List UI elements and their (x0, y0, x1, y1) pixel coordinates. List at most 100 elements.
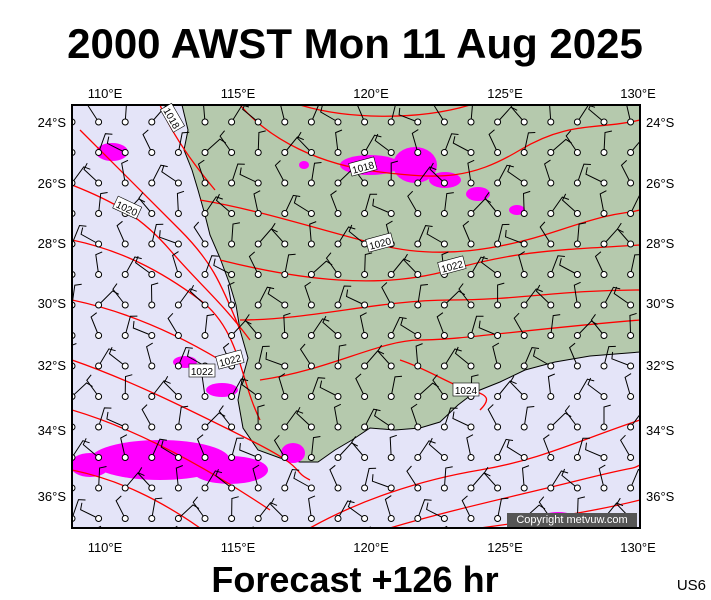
wind-station (174, 301, 182, 309)
wind-barb (390, 160, 399, 183)
wind-barb (603, 130, 613, 153)
wind-barb (374, 409, 392, 428)
wind-station (415, 546, 421, 552)
wind-barb (257, 130, 266, 153)
wind-barb (267, 287, 286, 306)
wind-barb (454, 346, 472, 367)
wind-station (627, 423, 635, 431)
wind-station (414, 271, 422, 278)
wind-station (387, 149, 395, 156)
wind-station (95, 515, 103, 522)
wind-station (174, 423, 182, 431)
wind-station (281, 240, 289, 248)
wind-station (440, 454, 448, 461)
wind-barb (458, 283, 472, 306)
wind-barb (390, 258, 411, 275)
wind-barb (273, 434, 286, 458)
wind-station (467, 210, 475, 217)
wind-barb (146, 342, 153, 367)
wind-barb (132, 321, 152, 336)
wind-barb (328, 527, 331, 528)
wind-station (494, 210, 502, 217)
wind-station (334, 210, 342, 217)
wind-station (440, 149, 448, 156)
wind-barb (204, 196, 223, 214)
wind-station (121, 301, 129, 309)
wind-station (548, 546, 554, 552)
wind-barb (57, 529, 72, 549)
wind-station (307, 118, 315, 126)
wind-station (520, 149, 528, 156)
wind-barb (311, 535, 331, 549)
wind-barb (630, 140, 640, 153)
wind-station (520, 423, 528, 431)
wind-station (627, 179, 635, 187)
wind-barb (442, 525, 448, 528)
wind-station (148, 362, 156, 370)
wind-station (601, 546, 607, 552)
wind-barb (333, 403, 342, 428)
wind-station (600, 393, 608, 400)
wind-station (600, 301, 608, 309)
wind-barb (86, 374, 100, 397)
wind-station (254, 515, 262, 522)
wind-station (600, 362, 608, 370)
wind-station (95, 210, 103, 217)
wind-barb (106, 136, 126, 153)
wind-station (228, 332, 236, 339)
wind-barb (372, 198, 392, 214)
wind-station (201, 454, 209, 461)
wind-station (121, 515, 129, 522)
wind-barb (115, 495, 126, 519)
wind-barb (497, 164, 514, 184)
wind-barb (588, 105, 605, 123)
isobar-label-box (452, 382, 480, 397)
wind-station (627, 149, 635, 156)
wind-station (174, 484, 182, 492)
wind-barb (466, 434, 474, 458)
wind-barb (135, 531, 152, 549)
wind-station (547, 454, 555, 461)
wind-barb (359, 312, 367, 336)
wind-barb (304, 281, 312, 306)
wind-station (201, 484, 209, 492)
wind-barb (98, 290, 120, 306)
wind-barb (215, 469, 232, 489)
wind-barb (585, 167, 605, 184)
wind-barb (284, 136, 304, 153)
wind-station (95, 454, 103, 461)
wind-station (361, 179, 369, 187)
wind-barb (299, 343, 312, 367)
wind-station (494, 515, 502, 522)
wind-station (254, 454, 262, 461)
wind-barb (186, 349, 206, 367)
wind-barb (470, 105, 473, 123)
wind-station (307, 179, 315, 187)
wind-barb (523, 288, 543, 306)
wind-station (573, 301, 581, 309)
wind-barb (151, 380, 171, 397)
wind-barb (253, 190, 261, 214)
wind-station (387, 454, 395, 461)
wind-station (600, 240, 608, 248)
wind-station (573, 179, 581, 187)
wind-station (573, 118, 581, 126)
wind-barb (573, 281, 581, 306)
wind-barb (215, 193, 232, 214)
wind-barb (124, 315, 138, 336)
wind-station (573, 271, 581, 278)
wind-station (69, 546, 75, 552)
wind-station (600, 210, 608, 217)
wind-station (281, 301, 289, 309)
wind-station (95, 179, 103, 187)
wind-station (95, 240, 103, 248)
wind-station (201, 423, 209, 431)
wind-station (547, 118, 555, 126)
wind-station (174, 454, 182, 461)
wind-station (600, 118, 608, 126)
wind-station (228, 484, 236, 492)
wind-barb (72, 440, 90, 458)
wind-barb (83, 162, 99, 184)
wind-barb (173, 525, 178, 528)
wind-barb (72, 212, 73, 214)
